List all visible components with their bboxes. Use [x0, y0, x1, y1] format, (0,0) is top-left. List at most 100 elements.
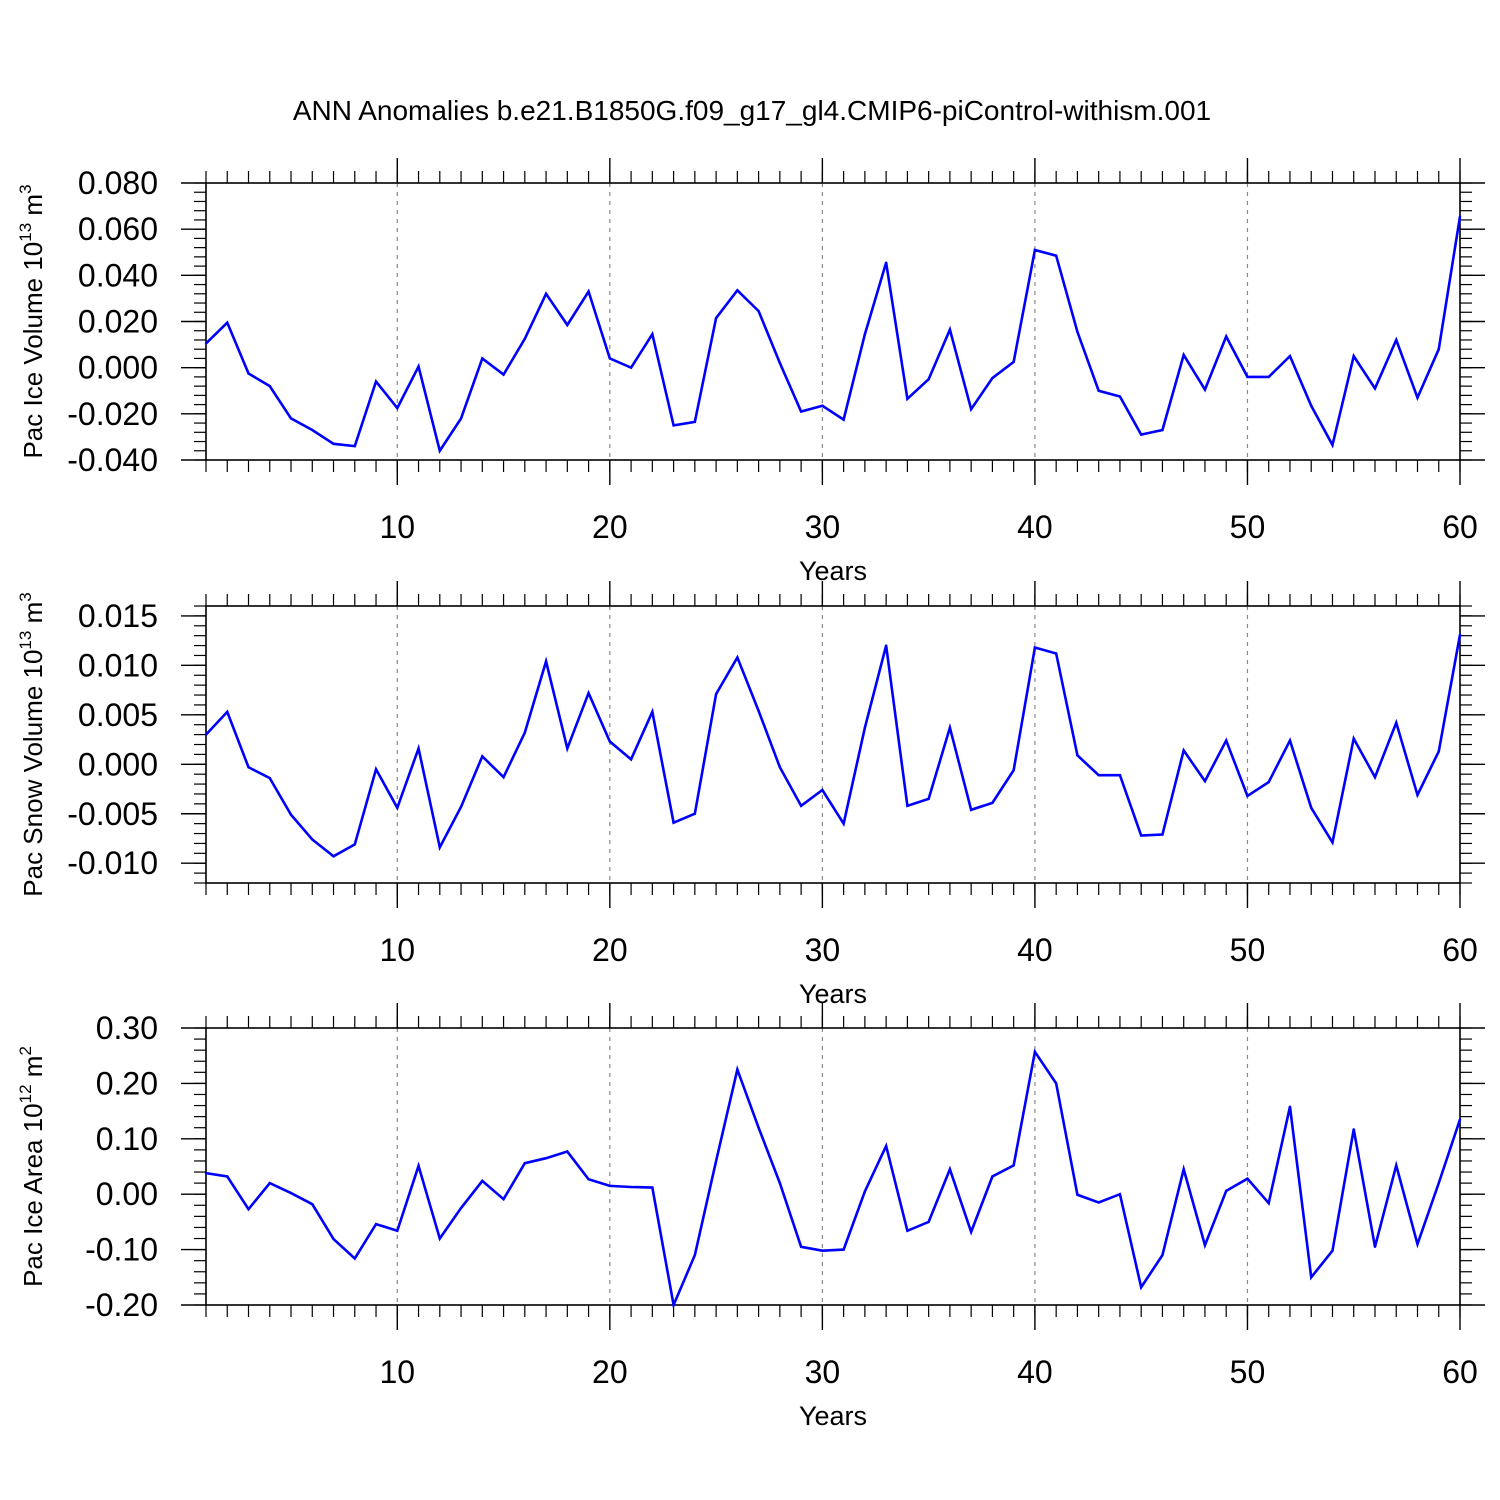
data-point	[672, 424, 675, 427]
data-point	[1054, 652, 1058, 655]
x-tick-label: 60	[1442, 932, 1478, 968]
data-point	[842, 418, 845, 421]
data-point	[459, 1206, 463, 1210]
data-point	[1097, 389, 1100, 392]
x-tick-label: 30	[805, 932, 841, 968]
data-point	[1352, 1128, 1355, 1131]
chart-panel-2: 10 20 30 40 50 60 -0.010 -0.005 0.000 0.005 0.010 0…	[16, 581, 1485, 1009]
data-point	[417, 1164, 420, 1168]
data-point	[1054, 254, 1058, 257]
data-point	[1139, 1286, 1143, 1289]
y-tick-label: 0.005	[78, 697, 158, 733]
data-point	[1076, 1193, 1079, 1196]
data-point	[1373, 1245, 1377, 1249]
data-point	[1182, 749, 1185, 752]
y-tick-label: 0.020	[78, 304, 158, 340]
data-point	[927, 1220, 930, 1224]
data-point	[1076, 754, 1079, 757]
y-tick-label: -0.020	[67, 396, 158, 432]
y-tick-label: 0.30	[96, 1010, 158, 1046]
y-tick-label: -0.040	[67, 442, 158, 478]
data-point	[1225, 739, 1228, 742]
data-point	[1310, 404, 1313, 407]
data-point	[821, 788, 824, 792]
data-point	[799, 1245, 803, 1249]
y-tick-label: 0.015	[78, 598, 158, 634]
data-point	[651, 332, 654, 336]
data-point	[1437, 348, 1440, 351]
data-point	[1288, 354, 1292, 358]
data-point	[1203, 388, 1207, 391]
data-point	[268, 1181, 271, 1185]
data-point	[417, 365, 420, 368]
series-pac-snow-volume	[204, 633, 1462, 858]
plot-frame	[205, 182, 1461, 461]
data-point	[1161, 1253, 1164, 1257]
data-point	[247, 1207, 250, 1211]
x-tick-label: 60	[1442, 509, 1478, 545]
x-tick-label: 20	[592, 509, 628, 545]
data-point	[523, 337, 527, 341]
data-point	[459, 805, 463, 809]
data-point	[863, 726, 867, 729]
data-point	[544, 292, 548, 295]
data-point	[948, 328, 952, 331]
data-point	[1395, 1164, 1398, 1167]
data-point	[991, 801, 994, 805]
data-point	[714, 316, 718, 320]
y-tick-label: 0.060	[78, 211, 158, 247]
data-point	[1118, 395, 1122, 398]
data-point	[608, 740, 612, 743]
series-pac-ice-area	[204, 1048, 1462, 1310]
data-point	[693, 812, 697, 815]
data-point	[1331, 1249, 1334, 1252]
y-tick-label: 0.040	[78, 257, 158, 293]
y-axis-label: Pac Snow Volume 1013 m3	[16, 592, 48, 896]
x-tick-label: 10	[379, 932, 415, 968]
data-point	[1437, 1181, 1440, 1185]
x-tick-label: 50	[1230, 509, 1266, 545]
data-point	[629, 1185, 633, 1189]
y-tick-label: 0.000	[78, 746, 158, 782]
data-point	[289, 1191, 293, 1195]
data-point	[1161, 428, 1164, 432]
data-point	[353, 843, 356, 846]
data-point	[906, 1229, 909, 1232]
data-point	[1033, 248, 1037, 252]
data-point	[204, 342, 208, 345]
chart-panel-3: 10 20 30 40 50 60 -0.20 -0.10 0.00 0.10 0.20 0.30 Ye…	[16, 1003, 1485, 1431]
data-point	[651, 1186, 654, 1189]
data-point	[396, 406, 399, 410]
data-point	[1012, 769, 1015, 772]
data-point	[523, 731, 527, 734]
data-point	[1288, 1105, 1292, 1108]
data-point	[629, 366, 633, 369]
data-point	[629, 758, 633, 761]
data-point	[1373, 387, 1377, 390]
data-point	[736, 289, 739, 292]
data-point	[799, 410, 803, 413]
data-point	[226, 710, 229, 714]
data-point	[353, 1257, 356, 1260]
data-point	[1182, 353, 1185, 357]
data-point	[1033, 1050, 1037, 1054]
panels-container: 10 20 30 40 50 60 -0.040 -0.020 0.000 0.020 0.040 0…	[16, 158, 1485, 1431]
data-point	[906, 397, 909, 401]
data-point	[948, 726, 952, 729]
data-point	[1076, 330, 1079, 334]
data-point	[1310, 806, 1313, 810]
data-point	[757, 309, 760, 313]
x-tick-label: 20	[592, 1354, 628, 1390]
data-point	[1225, 1189, 1228, 1193]
data-point	[884, 1144, 888, 1148]
data-point	[1182, 1168, 1185, 1171]
data-point	[1395, 338, 1398, 342]
x-tick-label: 50	[1230, 1354, 1266, 1390]
data-point	[672, 1303, 675, 1307]
data-point	[672, 821, 675, 824]
data-point	[1246, 794, 1249, 798]
data-point	[799, 804, 803, 808]
data-point	[396, 806, 399, 810]
data-point	[948, 1168, 952, 1171]
data-point	[757, 1126, 760, 1129]
